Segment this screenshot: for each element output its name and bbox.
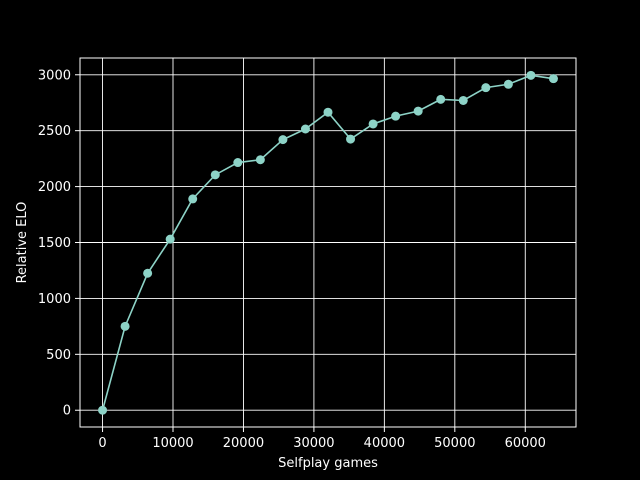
data-point — [413, 106, 423, 116]
data-point — [526, 70, 536, 80]
data-point — [233, 158, 243, 168]
data-point — [120, 321, 130, 331]
y-tick-label: 0 — [63, 404, 71, 419]
data-point — [436, 94, 446, 104]
data-point — [278, 135, 288, 145]
series-layer — [98, 70, 558, 415]
data-point — [98, 405, 108, 415]
data-point — [210, 170, 220, 180]
data-point — [503, 79, 513, 89]
x-tick-label: 60000 — [505, 436, 546, 451]
y-tick-label: 2000 — [38, 180, 71, 195]
data-point — [300, 124, 310, 134]
data-point — [481, 83, 491, 93]
data-point — [458, 95, 468, 105]
data-point — [548, 74, 558, 84]
y-tick-label: 500 — [46, 348, 71, 363]
x-tick-label: 0 — [98, 436, 106, 451]
x-tick-label: 30000 — [293, 436, 334, 451]
data-point — [188, 194, 198, 204]
x-tick-label: 50000 — [434, 436, 475, 451]
y-axis-label: Relative ELO — [15, 202, 30, 284]
x-tick-label: 20000 — [223, 436, 264, 451]
y-tick-label: 2500 — [38, 124, 71, 139]
grid-lines — [80, 58, 576, 427]
data-point — [255, 155, 265, 165]
x-tick-label: 40000 — [364, 436, 405, 451]
data-point — [323, 107, 333, 117]
x-axis-label: Selfplay games — [278, 456, 378, 471]
data-point — [346, 134, 356, 144]
data-point — [165, 234, 175, 244]
data-point — [391, 111, 401, 121]
axis-ticks: 0 10000 20000 30000 40000 50000 60000 0 500 1000 1… — [38, 68, 546, 451]
y-tick-label: 1000 — [38, 292, 71, 307]
data-point — [143, 268, 153, 278]
x-tick-label: 10000 — [152, 436, 193, 451]
y-tick-label: 3000 — [38, 68, 71, 83]
y-tick-label: 1500 — [38, 236, 71, 251]
data-point — [368, 119, 378, 129]
